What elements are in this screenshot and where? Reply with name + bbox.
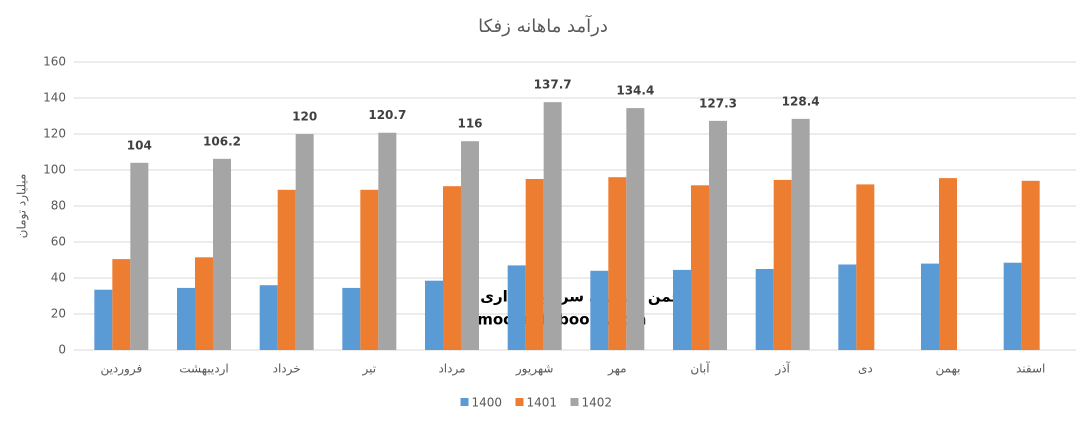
bar (1021, 180, 1040, 350)
x-tick-label: خرداد (273, 362, 301, 377)
data-label: 120.7 (368, 108, 406, 122)
data-label: 106.2 (203, 134, 241, 148)
legend-swatch (460, 398, 469, 406)
bar (939, 178, 957, 350)
x-tick-label: شهریور (515, 362, 554, 377)
legend-swatch (515, 398, 524, 406)
x-tick-label: مهر (607, 362, 627, 377)
y-tick-label: 140 (43, 91, 66, 105)
y-tick-label: 80 (51, 199, 66, 213)
bar (755, 269, 774, 350)
bar (425, 280, 443, 350)
x-tick-label: مرداد (438, 362, 465, 377)
bar (360, 189, 379, 350)
bar (791, 118, 810, 350)
bar (626, 108, 645, 350)
y-tick-label: 120 (43, 127, 66, 141)
data-label: 116 (457, 117, 482, 131)
bar (461, 141, 479, 350)
x-tick-label: اردیبهشت (179, 362, 228, 377)
bar (342, 287, 361, 350)
bar (94, 289, 113, 350)
data-label: 127.3 (699, 96, 737, 110)
bar (608, 177, 627, 350)
x-tick-label: اسفند (1016, 362, 1045, 376)
bar (673, 269, 691, 350)
bar (525, 179, 544, 350)
bar (773, 179, 792, 350)
legend-label: 1402 (582, 396, 613, 410)
y-tick-label: 0 (58, 343, 66, 357)
data-label: 137.7 (534, 78, 572, 92)
bar (443, 186, 461, 350)
x-tick-label: بهمن (936, 362, 961, 377)
y-axis-label: میلیارد تومان (15, 174, 30, 239)
bar (195, 257, 213, 350)
bar (259, 285, 278, 350)
bar (856, 184, 875, 350)
bar (921, 263, 939, 350)
x-tick-label: دی (858, 362, 873, 376)
y-tick-label: 100 (43, 163, 66, 177)
data-label: 104 (127, 138, 152, 152)
bar (112, 259, 131, 350)
bar (213, 158, 231, 350)
legend-label: 1400 (472, 396, 503, 410)
x-tick-label: تیر (362, 362, 377, 377)
legend-label: 1401 (527, 396, 558, 410)
y-tick-label: 60 (51, 235, 66, 249)
data-label: 134.4 (616, 84, 654, 98)
bar (1003, 262, 1022, 350)
bar (130, 162, 149, 350)
bar (177, 287, 195, 350)
x-tick-label: فروردین (100, 362, 142, 377)
y-tick-label: 40 (51, 271, 66, 285)
legend-swatch (570, 398, 579, 406)
bar (691, 185, 709, 350)
chart-title: درآمد ماهانه زفکا (478, 14, 608, 37)
y-tick-label: 20 (51, 307, 66, 321)
bar (295, 134, 314, 350)
bar (277, 189, 296, 350)
bar (590, 270, 609, 350)
bar (838, 264, 857, 350)
x-tick-label: آبان (690, 361, 710, 376)
bar (709, 120, 727, 350)
bar (378, 132, 397, 350)
data-label: 120 (292, 110, 317, 124)
data-label: 128.4 (782, 94, 820, 108)
y-tick-label: 160 (43, 55, 66, 69)
x-tick-label: آذر (774, 361, 790, 377)
bar (507, 265, 526, 350)
bar (543, 102, 562, 350)
